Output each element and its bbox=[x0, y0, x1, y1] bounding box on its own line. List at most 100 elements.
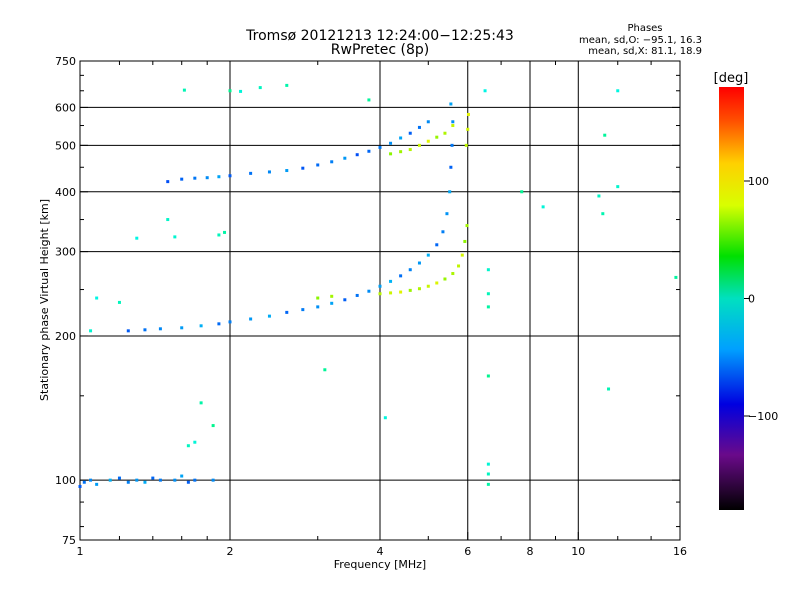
data-point bbox=[367, 289, 371, 293]
data-point bbox=[355, 153, 359, 157]
data-point bbox=[78, 484, 82, 488]
data-point bbox=[316, 305, 320, 309]
data-point bbox=[166, 218, 170, 222]
data-point bbox=[285, 169, 289, 173]
data-point bbox=[616, 185, 620, 189]
data-point bbox=[217, 322, 221, 326]
data-point bbox=[389, 279, 393, 283]
data-point bbox=[601, 212, 605, 216]
data-point bbox=[486, 305, 490, 309]
data-point bbox=[389, 152, 393, 156]
data-point bbox=[465, 224, 469, 228]
data-point bbox=[483, 89, 487, 93]
data-point bbox=[451, 124, 455, 128]
chart-title: Tromsø 20121213 12:24:00−12:25:43 bbox=[245, 28, 514, 44]
data-point bbox=[186, 480, 190, 484]
x-tick-label: 4 bbox=[377, 545, 384, 558]
data-point bbox=[399, 150, 403, 154]
data-point bbox=[486, 374, 490, 378]
data-point bbox=[408, 148, 412, 152]
data-point bbox=[228, 320, 232, 324]
data-point bbox=[378, 284, 382, 288]
y-tick-label: 200 bbox=[55, 330, 76, 343]
data-point bbox=[486, 472, 490, 476]
data-point bbox=[211, 424, 215, 428]
data-point bbox=[193, 176, 197, 180]
y-tick-label: 400 bbox=[55, 186, 76, 199]
data-point bbox=[520, 190, 524, 194]
data-point bbox=[158, 478, 162, 482]
data-point bbox=[180, 474, 184, 478]
data-point bbox=[166, 180, 170, 184]
data-point bbox=[443, 131, 447, 135]
data-point bbox=[249, 317, 253, 321]
data-point bbox=[383, 416, 387, 420]
data-point bbox=[408, 131, 412, 135]
data-point bbox=[466, 127, 470, 131]
data-point bbox=[89, 478, 93, 482]
data-point bbox=[426, 253, 430, 257]
data-point bbox=[426, 139, 430, 143]
data-points bbox=[78, 83, 678, 488]
data-point bbox=[378, 145, 382, 149]
data-point bbox=[486, 482, 490, 486]
x-tick-label: 16 bbox=[673, 545, 687, 558]
data-point bbox=[135, 236, 139, 240]
data-point bbox=[486, 462, 490, 466]
chart-subtitle: RwPretec (8p) bbox=[331, 42, 429, 58]
data-point bbox=[173, 478, 177, 482]
colorbar-tick-label: 0 bbox=[748, 293, 755, 306]
data-point bbox=[399, 290, 403, 294]
data-point bbox=[193, 478, 197, 482]
phases-heading: Phases bbox=[627, 23, 662, 34]
data-point bbox=[607, 387, 611, 391]
y-axis-ticks: 75 100 200 300 400 500 600 750 bbox=[55, 55, 680, 547]
colorbar-tick-label: −100 bbox=[748, 410, 778, 423]
data-point bbox=[89, 329, 93, 333]
data-point bbox=[180, 177, 184, 181]
data-point bbox=[143, 480, 147, 484]
data-point bbox=[343, 156, 347, 160]
y-tick-label: 300 bbox=[55, 246, 76, 259]
data-point bbox=[389, 141, 393, 145]
data-point bbox=[239, 89, 243, 93]
data-point bbox=[616, 89, 620, 93]
data-point bbox=[435, 243, 439, 247]
data-point bbox=[117, 476, 121, 480]
data-point bbox=[426, 120, 430, 124]
data-point bbox=[597, 194, 601, 198]
data-point bbox=[223, 230, 227, 234]
phases-o-line: mean, sd,O: −95.1, 16.3 bbox=[579, 35, 702, 46]
data-point bbox=[417, 287, 421, 291]
data-point bbox=[126, 480, 130, 484]
data-point bbox=[486, 268, 490, 272]
data-point bbox=[143, 328, 147, 332]
data-point bbox=[95, 482, 99, 486]
data-point bbox=[464, 143, 468, 147]
x-axis-ticks: 1 2 4 6 8 10 16 bbox=[77, 61, 687, 558]
data-point bbox=[108, 478, 112, 482]
x-tick-label: 8 bbox=[527, 545, 534, 558]
data-point bbox=[441, 230, 445, 234]
data-point bbox=[674, 275, 678, 279]
data-point bbox=[199, 324, 203, 328]
data-point bbox=[301, 166, 305, 170]
y-tick-label: 750 bbox=[55, 55, 76, 68]
y-axis-label: Stationary phase Virtual Height [km] bbox=[38, 199, 51, 401]
data-point bbox=[355, 293, 359, 297]
data-point bbox=[151, 476, 155, 480]
data-point bbox=[435, 281, 439, 285]
data-point bbox=[249, 171, 253, 175]
data-point bbox=[445, 212, 449, 216]
colorbar-label: [deg] bbox=[714, 71, 749, 86]
data-point bbox=[451, 120, 455, 124]
data-point bbox=[389, 291, 393, 295]
data-point bbox=[285, 310, 289, 314]
data-point bbox=[330, 301, 334, 305]
data-point bbox=[267, 170, 271, 174]
x-tick-label: 2 bbox=[227, 545, 234, 558]
data-point bbox=[228, 89, 232, 93]
data-point bbox=[186, 444, 190, 448]
data-point bbox=[463, 239, 467, 243]
